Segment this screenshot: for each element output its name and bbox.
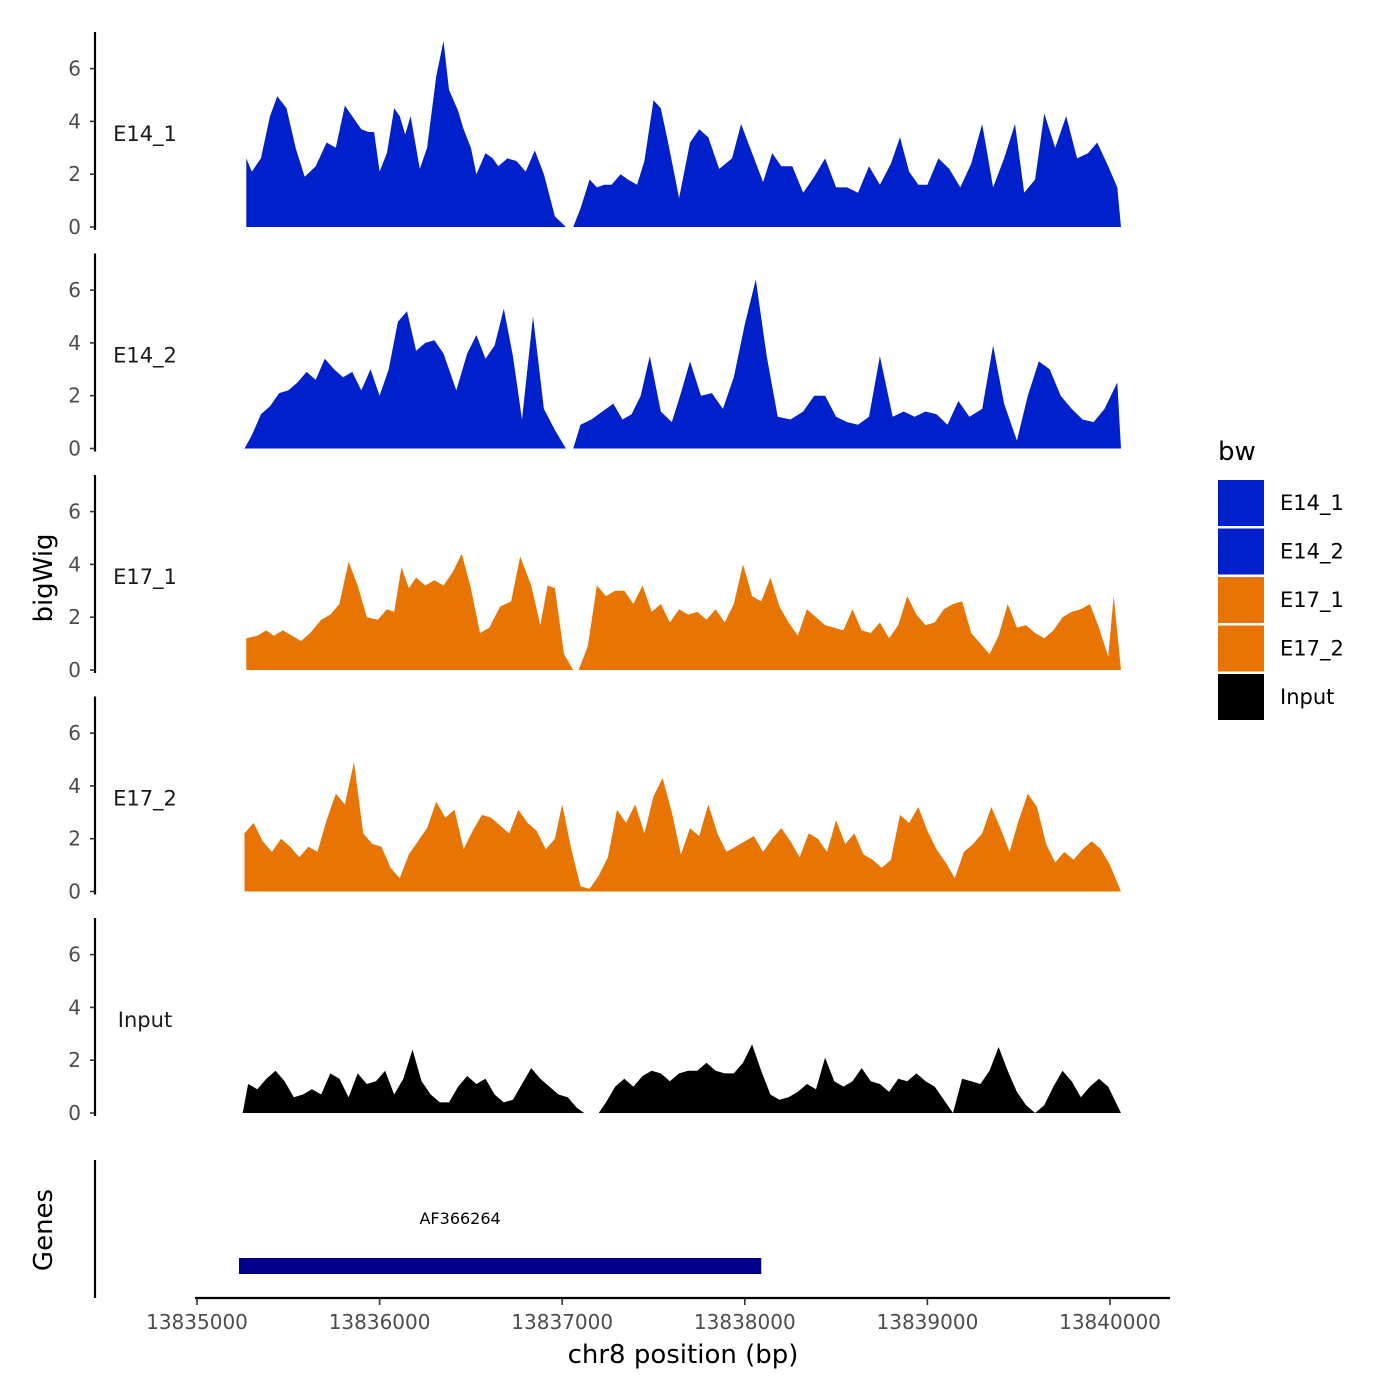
- legend-swatch-input: [1218, 674, 1264, 720]
- x-tick-label-13840000: 13840000: [1059, 1310, 1161, 1334]
- y-tick-label-e17-1-2: 2: [68, 605, 81, 629]
- panel-e17-1: 0 2 4 6 E17_1: [68, 475, 1122, 682]
- panel-e14-2: 0 2 4 6 E14_2: [68, 253, 1121, 461]
- y-tick-label-e14-1-4: 4: [68, 109, 81, 133]
- legend-label-input: Input: [1280, 685, 1334, 709]
- y-tick-label-e14-2-6: 6: [68, 278, 81, 302]
- y-tick-label-e17-2-4: 4: [68, 774, 81, 798]
- x-tick-label-13838000: 13838000: [694, 1310, 796, 1334]
- legend-swatch-e14-2: [1218, 528, 1264, 575]
- area-input: [242, 1044, 1121, 1113]
- legend-label-e17-2: E17_2: [1280, 637, 1344, 662]
- y-tick-label-e14-1-0: 0: [68, 215, 81, 239]
- x-tick-label-13836000: 13836000: [329, 1310, 431, 1334]
- y-tick-label-e14-2-0: 0: [68, 437, 81, 461]
- area-e17-1: [246, 553, 1122, 670]
- genes-axis-title: Genes: [29, 1189, 59, 1271]
- panel-e14-1: 0 2 4 6 E14_1: [68, 32, 1122, 239]
- y-tick-label-input-0: 0: [68, 1101, 81, 1125]
- y-tick-label-e17-2-2: 2: [68, 827, 81, 851]
- y-tick-label-e14-2-2: 2: [68, 384, 81, 408]
- strip-label-e17-2: E17_2: [113, 787, 177, 812]
- x-axis-title: chr8 position (bp): [568, 1340, 799, 1370]
- x-axis: 13835000 13836000 13837000 13838000 13839000…: [146, 1296, 1170, 1334]
- legend-label-e14-1: E14_1: [1280, 491, 1344, 516]
- y-tick-label-input-2: 2: [68, 1048, 81, 1072]
- y-tick-label-input-4: 4: [68, 995, 81, 1019]
- track-panels: 0 2 4 6 E14_1 0 2 4 6 E14_2 0 2 4 6 E17_1 0 2 4 6 E17_2 0 2 4 6…: [68, 32, 1122, 1125]
- legend: bw E14_1 E14_2 E17_1 E17_2 Input: [1218, 437, 1344, 720]
- panel-input: 0 2 4 6 Input: [68, 918, 1121, 1125]
- legend-swatch-e17-1: [1218, 577, 1264, 623]
- legend-label-e14-2: E14_2: [1280, 540, 1344, 565]
- legend-label-e17-1: E17_1: [1280, 588, 1344, 613]
- x-tick-label-13837000: 13837000: [511, 1310, 613, 1334]
- panel-e17-2: 0 2 4 6 E17_2: [68, 696, 1121, 904]
- gene-af366264: [238, 1258, 762, 1274]
- legend-swatch-e14-1: [1218, 480, 1264, 526]
- gene-label-af366264: AF366264: [419, 1209, 500, 1228]
- area-e17-2: [244, 762, 1121, 892]
- strip-label-input: Input: [118, 1008, 172, 1032]
- y-tick-label-e17-1-4: 4: [68, 552, 81, 576]
- area-e14-1: [246, 40, 1122, 228]
- x-tick-label-13835000: 13835000: [146, 1310, 248, 1334]
- y-tick-label-e17-1-0: 0: [68, 658, 81, 682]
- area-e14-2: [244, 279, 1121, 449]
- genes-panel: AF366264: [93, 1160, 762, 1298]
- y-tick-label-e14-1-6: 6: [68, 57, 81, 81]
- y-tick-label-e17-2-0: 0: [68, 880, 81, 904]
- y-tick-label-e17-1-6: 6: [68, 500, 81, 524]
- y-tick-label-e14-1-2: 2: [68, 162, 81, 186]
- y-tick-label-e17-2-6: 6: [68, 721, 81, 745]
- legend-swatch-e17-2: [1218, 625, 1264, 672]
- y-tick-label-e14-2-4: 4: [68, 331, 81, 355]
- x-tick-label-13839000: 13839000: [877, 1310, 979, 1334]
- y-axis-title: bigWig: [29, 533, 59, 622]
- strip-label-e17-1: E17_1: [113, 565, 177, 590]
- legend-title: bw: [1218, 437, 1256, 467]
- y-tick-label-input-6: 6: [68, 943, 81, 967]
- strip-label-e14-1: E14_1: [113, 122, 177, 147]
- strip-label-e14-2: E14_2: [113, 344, 177, 369]
